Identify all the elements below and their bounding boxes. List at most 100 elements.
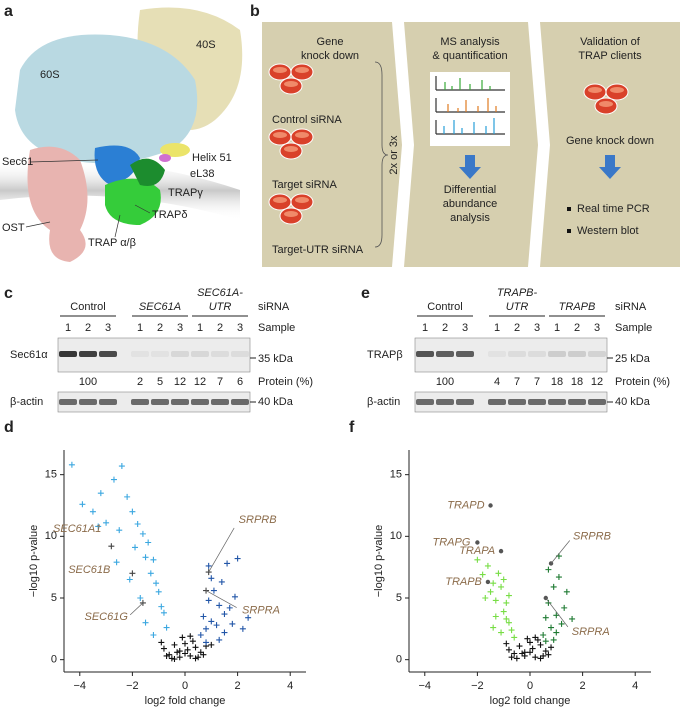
point: [168, 655, 175, 662]
point: [513, 655, 520, 662]
point: [205, 562, 212, 569]
band: [79, 351, 97, 357]
helix-51: [160, 143, 190, 157]
point: [479, 571, 486, 578]
point: [89, 508, 96, 515]
point: [542, 648, 549, 655]
structure-label: 60S: [40, 69, 60, 81]
point: [495, 570, 502, 577]
x-tick-label: −4: [74, 680, 87, 692]
point: [498, 583, 505, 590]
point: [210, 587, 217, 594]
point: [205, 597, 212, 604]
point: [474, 556, 481, 563]
annotation: SEC61G: [84, 611, 128, 623]
band: [436, 351, 454, 357]
x-tick-label: −4: [419, 680, 432, 692]
point: [505, 619, 512, 626]
x-tick-label: 2: [580, 680, 586, 692]
point: [555, 574, 562, 581]
x-tick-label: 4: [287, 680, 293, 692]
point: [142, 554, 149, 561]
band: [416, 351, 434, 357]
condition: Target siRNA: [272, 179, 337, 191]
readout: Western blot: [577, 225, 639, 237]
point: [150, 556, 157, 563]
band: [59, 351, 77, 357]
el38: [159, 154, 171, 162]
protein-value: 12: [591, 376, 603, 388]
group-header: TRAPB-: [497, 287, 538, 299]
protein-value: 5: [157, 376, 163, 388]
band: [508, 399, 526, 405]
point: [187, 652, 194, 659]
condition: Target-UTR siRNA: [272, 244, 364, 256]
annotated-point: [485, 579, 491, 585]
band: [79, 399, 97, 405]
sample-number: 3: [534, 322, 540, 334]
leader: [25, 221, 51, 228]
point: [145, 539, 152, 546]
point: [542, 638, 549, 645]
annotation-leader: [129, 602, 144, 616]
x-tick-label: 0: [527, 680, 533, 692]
band: [528, 399, 546, 405]
point: [158, 639, 165, 646]
sample-number: 1: [197, 322, 203, 334]
point: [529, 645, 536, 652]
step-title: TRAP clients: [578, 50, 642, 62]
point: [139, 530, 146, 537]
row-label: siRNA: [615, 301, 647, 313]
band: [99, 351, 117, 357]
band: [151, 351, 169, 357]
annotated-point: [475, 540, 480, 545]
point: [490, 580, 497, 587]
band: [416, 399, 434, 405]
x-tick-label: −2: [471, 680, 484, 692]
step-result: analysis: [450, 212, 490, 224]
panel-letter: b: [250, 3, 260, 20]
blot-label: TRAPβ: [367, 349, 403, 361]
protein-value: 100: [79, 376, 97, 388]
band: [528, 351, 546, 357]
point: [187, 633, 194, 640]
point: [234, 555, 241, 562]
point: [540, 632, 547, 638]
point: [197, 632, 204, 638]
band: [211, 399, 229, 405]
structure-label: Sec61: [2, 156, 33, 168]
point: [490, 624, 497, 631]
point: [519, 650, 526, 657]
point: [511, 650, 518, 657]
point: [160, 645, 167, 652]
leader: [134, 204, 151, 214]
ms-plot: [430, 72, 510, 146]
y-tick-label: 5: [396, 592, 402, 604]
point: [527, 639, 533, 646]
step-title: & quantification: [432, 50, 507, 62]
band: [131, 351, 149, 357]
point: [189, 638, 196, 645]
sample-number: 1: [422, 322, 428, 334]
annotation: SEC61A1: [53, 523, 101, 535]
point: [527, 649, 533, 656]
structure-label: TRAPγ: [168, 187, 203, 199]
point: [137, 595, 144, 601]
cell-nucleus: [295, 197, 309, 203]
point: [550, 583, 557, 590]
point: [110, 476, 117, 483]
point: [158, 603, 165, 610]
point: [500, 608, 507, 615]
sample-number: 1: [65, 322, 71, 334]
row-label: Protein (%): [258, 376, 313, 388]
band: [191, 351, 209, 357]
structure-label: 40S: [196, 39, 216, 51]
band: [588, 399, 606, 405]
cell-nucleus: [588, 87, 602, 93]
sample-number: 3: [237, 322, 243, 334]
trap: [105, 178, 161, 225]
point: [192, 644, 199, 651]
x-tick-label: 4: [632, 680, 638, 692]
sample-number: 3: [594, 322, 600, 334]
